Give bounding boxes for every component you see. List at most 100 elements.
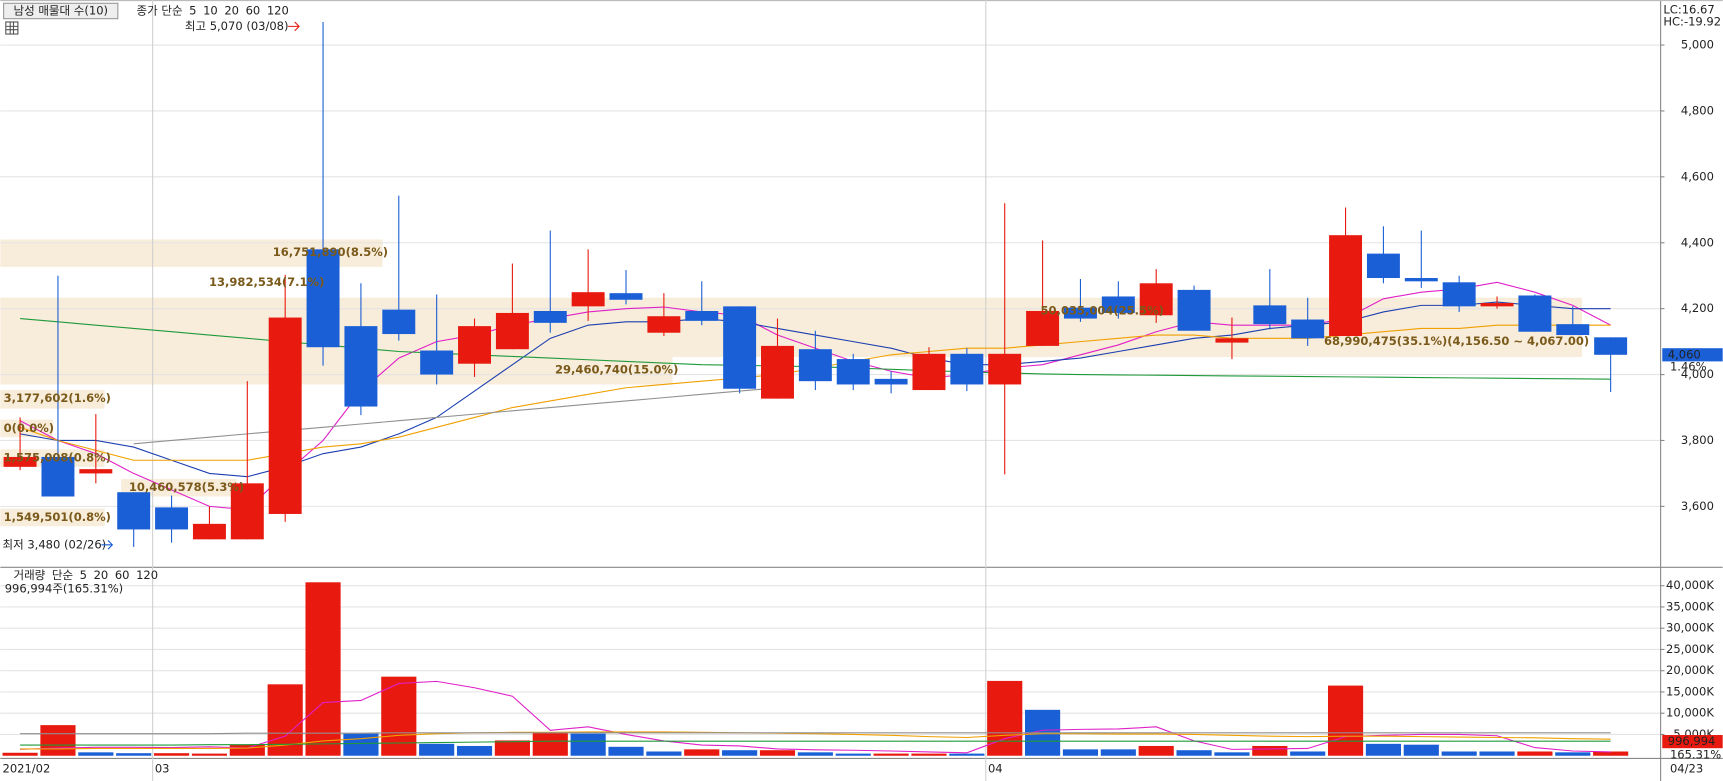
volume-bar: [1593, 751, 1629, 756]
candle-body: [798, 349, 832, 382]
volume-summary: 996,994주(165.31%): [5, 581, 123, 595]
x-tick-label: 03: [155, 761, 170, 775]
volume-bar: [1176, 750, 1212, 756]
low-note: 최저 3,480 (02/26): [3, 537, 107, 551]
candle-body: [1177, 289, 1211, 331]
candle-body: [268, 317, 302, 514]
profile-band: [0, 508, 105, 527]
legend-entry: 60: [246, 3, 261, 17]
profile-label: 68,990,475(35.1%)(4,156.50 ~ 4,067.00): [1324, 334, 1589, 348]
candle-body: [192, 523, 226, 540]
volume-bar: [78, 752, 114, 756]
candle-body: [609, 293, 643, 300]
candle-body: [344, 326, 378, 407]
candle-body: [1329, 235, 1363, 337]
candle-body: [685, 310, 719, 321]
y-tick-label: 25,000K: [1666, 642, 1714, 656]
candle-body: [458, 326, 492, 364]
price-box: [1662, 348, 1723, 362]
candle-body: [3, 456, 37, 467]
candle-body: [988, 353, 1022, 385]
profile-band: [0, 356, 673, 385]
y-tick-label: 4,800: [1681, 103, 1714, 117]
ma-line: [133, 387, 778, 445]
volume-bar: [456, 745, 493, 756]
volume-bar: [494, 740, 530, 756]
candle-body: [1556, 324, 1590, 336]
volume-ma-label: 단순: [52, 568, 73, 582]
volume-bar: [116, 753, 152, 756]
candle-body: [1404, 278, 1438, 282]
profile-label: 16,751,890(8.5%): [273, 245, 388, 259]
candle-body: [230, 483, 264, 540]
indicator-label: 남성 매물대 수(10): [13, 3, 108, 17]
y-tick-label: 15,000K: [1666, 684, 1714, 698]
x-tick-label: 04: [988, 761, 1003, 775]
volume-bar: [229, 744, 265, 756]
y-tick-label: 5,000: [1681, 38, 1714, 52]
y-tick-label: 30,000K: [1666, 621, 1714, 635]
volume-bar: [419, 743, 455, 756]
candle-body: [723, 306, 757, 389]
profile-label: 1,575,008(0.8%): [4, 451, 111, 465]
high-note: 최고 5,070 (03/08): [185, 19, 289, 33]
volume-bar: [722, 750, 758, 756]
y-tick-label: 35,000K: [1666, 599, 1714, 613]
y-tick-label: 4,000: [1681, 367, 1714, 381]
candle-body: [495, 312, 529, 350]
candle-body: [1518, 295, 1552, 332]
candle-body: [1253, 305, 1287, 325]
x-tick-label: 2021/02: [3, 761, 51, 775]
volume-bar: [646, 751, 682, 756]
volume-box: [1662, 735, 1723, 749]
candle-body: [571, 292, 605, 307]
candle-body: [836, 359, 870, 385]
indicator-box[interactable]: [3, 2, 119, 20]
candle-body: [1063, 307, 1097, 319]
candle-body: [1215, 338, 1249, 343]
profile-band: [0, 419, 54, 438]
candle-body: [1291, 319, 1325, 339]
candle-body: [155, 507, 189, 530]
candle-body: [420, 350, 454, 375]
volume-bar: [987, 680, 1023, 756]
lc-label: LC:16.67: [1663, 2, 1714, 16]
profile-label: 3,177,602(1.6%): [4, 391, 111, 405]
volume-label: 996,994: [1668, 734, 1716, 748]
grid-icon[interactable]: [5, 21, 19, 35]
ma-line: [20, 740, 1611, 746]
volume-bar: [608, 746, 644, 756]
profile-label: 10,460,578(5.3%): [129, 480, 244, 494]
volume-bar: [1365, 743, 1401, 756]
volume-bar: [570, 733, 606, 756]
candle-body: [950, 353, 984, 385]
volume-bar: [1479, 751, 1515, 756]
candle-body: [533, 310, 567, 323]
volume-bar: [1138, 745, 1174, 756]
volume-bar: [835, 753, 871, 756]
volume-bar: [1327, 685, 1364, 756]
candle-body: [1480, 303, 1514, 307]
candle-body: [1442, 282, 1476, 307]
change-label: 1.46%: [1670, 359, 1707, 373]
volume-bar: [1214, 752, 1250, 756]
legend-entry: 5: [189, 3, 196, 17]
grid-icon-lines: [5, 21, 18, 35]
legend-entry: 10: [203, 3, 218, 17]
candle-body: [761, 345, 794, 399]
candle-body: [647, 316, 681, 333]
volume-bar: [153, 753, 190, 756]
volume-bar: [2, 752, 38, 756]
volume-bar: [1290, 751, 1326, 756]
volume-bar: [1441, 751, 1477, 756]
volume-bar: [1062, 749, 1099, 756]
y-tick-label: 4,200: [1681, 301, 1714, 315]
y-tick-label: 20,000K: [1666, 663, 1714, 677]
ratio-label: 165.31%: [1670, 747, 1721, 761]
candle-body: [1139, 283, 1173, 316]
arrow: [288, 21, 300, 32]
hc-label: HC:-19.92: [1663, 14, 1721, 28]
y-tick-label: 3,600: [1681, 499, 1714, 513]
volume-bar: [684, 749, 720, 756]
